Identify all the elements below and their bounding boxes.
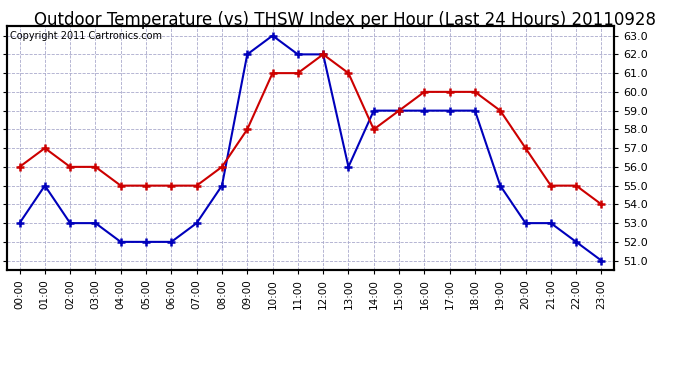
Text: Copyright 2011 Cartronics.com: Copyright 2011 Cartronics.com (10, 31, 162, 41)
Text: Outdoor Temperature (vs) THSW Index per Hour (Last 24 Hours) 20110928: Outdoor Temperature (vs) THSW Index per … (34, 11, 656, 29)
